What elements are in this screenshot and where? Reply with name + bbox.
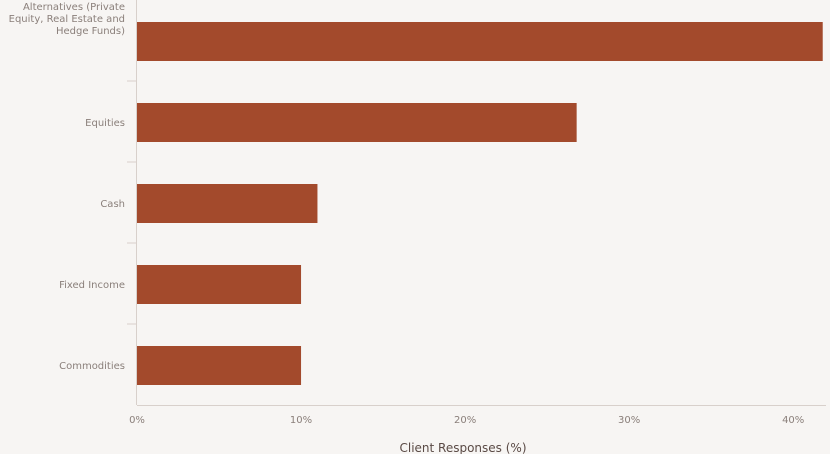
bars [137, 22, 823, 385]
category-label: Alternatives (Private Equity, Real Estate… [9, 2, 125, 37]
category-label: Equities [85, 118, 125, 129]
bar [137, 184, 318, 223]
y-tick-marks [127, 80, 137, 325]
x-tick-label: 40% [782, 415, 804, 426]
x-axis-title: Client Responses (%) [399, 441, 526, 454]
category-label: Commodities [59, 361, 125, 372]
bar [137, 103, 577, 142]
category-labels: Alternatives (Private Equity, Real Estate… [9, 2, 125, 372]
x-tick-label: 0% [129, 415, 145, 426]
bar [137, 346, 302, 385]
x-tick-label: 20% [454, 415, 476, 426]
category-label: Fixed Income [59, 280, 125, 291]
x-tick-labels: 0% 10% 20% 30% 40% [129, 415, 804, 426]
x-tick-label: 10% [290, 415, 312, 426]
category-label: Cash [100, 199, 125, 210]
bar [137, 265, 302, 304]
bar [137, 22, 823, 61]
x-tick-label: 30% [618, 415, 640, 426]
